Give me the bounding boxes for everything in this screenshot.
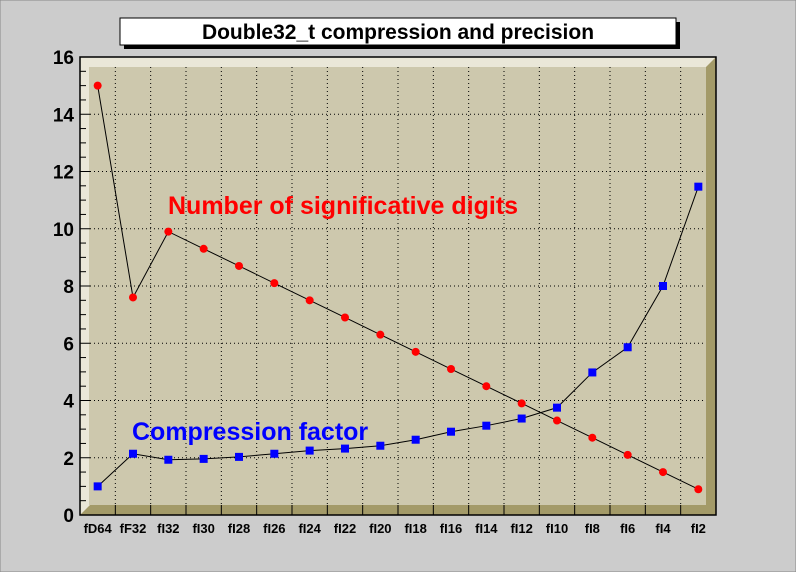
y-tick-label: 4 xyxy=(63,392,74,413)
data-point-digits xyxy=(588,433,597,442)
y-tick-label: 0 xyxy=(63,506,74,527)
data-point-digits xyxy=(623,450,632,459)
chart-title: Double32_t compression and precision xyxy=(202,21,594,44)
data-point-compression xyxy=(553,403,561,412)
data-point-compression xyxy=(588,368,597,377)
data-point-compression xyxy=(235,452,243,461)
data-point-compression xyxy=(341,444,349,453)
series-line-1 xyxy=(97,186,699,487)
data-point-compression xyxy=(517,414,526,423)
x-tick-label: fI24 xyxy=(298,521,321,536)
axes: 0 2 4 6 8 10 12 14 16 fD64 fF32 fI32 fI30 fI28 fI26 fI2… xyxy=(53,48,706,536)
x-tick-label: fI8 xyxy=(585,521,600,536)
data-point-compression xyxy=(694,182,703,191)
data-point-digits xyxy=(129,293,137,302)
data-point-digits xyxy=(411,347,420,356)
series-layer xyxy=(93,81,703,494)
data-point-compression xyxy=(376,441,385,450)
data-point-compression xyxy=(270,449,279,458)
x-tick-label: fI20 xyxy=(369,521,391,536)
y-tick-label: 10 xyxy=(53,220,74,241)
x-tick-label: fD64 xyxy=(84,521,113,536)
data-point-digits xyxy=(199,244,208,253)
data-point-compression xyxy=(411,435,420,444)
data-point-digits xyxy=(164,227,173,236)
data-point-compression xyxy=(199,454,208,463)
x-tick-label: fI26 xyxy=(263,521,285,536)
series-label-compression: Compression factor xyxy=(132,418,368,446)
grid xyxy=(90,67,706,505)
y-tick-label: 14 xyxy=(53,105,75,126)
x-tick-label: fI4 xyxy=(655,521,671,536)
data-point-digits xyxy=(517,399,526,408)
x-tick-label: fI6 xyxy=(620,521,635,536)
x-tick-label: fI28 xyxy=(228,521,250,536)
data-point-digits xyxy=(93,81,102,90)
data-point-digits xyxy=(376,330,385,339)
x-tick-label: fI22 xyxy=(334,521,356,536)
data-point-compression xyxy=(129,449,137,458)
x-tick-label: fF32 xyxy=(120,521,147,536)
data-point-digits xyxy=(694,485,703,494)
y-tick-label: 8 xyxy=(63,277,74,298)
data-point-digits xyxy=(235,261,243,270)
data-point-digits xyxy=(341,313,349,322)
data-point-compression xyxy=(164,455,173,464)
data-point-compression xyxy=(482,421,491,430)
data-point-digits xyxy=(270,279,279,288)
data-point-digits xyxy=(482,382,491,391)
x-tick-label: fI32 xyxy=(157,521,179,536)
x-tick-label: fI16 xyxy=(440,521,462,536)
title-box: Double32_t compression and precision xyxy=(119,17,680,49)
y-tick-label: 6 xyxy=(63,334,74,355)
data-point-compression xyxy=(305,446,314,455)
data-point-compression xyxy=(93,482,102,491)
y-tick-label: 2 xyxy=(63,449,74,470)
x-tick-label: fI18 xyxy=(404,521,426,536)
series-label-digits: Number of significative digits xyxy=(168,192,518,220)
series-line-0 xyxy=(97,85,699,490)
data-point-digits xyxy=(659,468,667,477)
data-point-compression xyxy=(447,427,455,436)
x-tick-label: fI12 xyxy=(510,521,532,536)
data-point-digits xyxy=(447,365,455,374)
x-tick-label: fI10 xyxy=(546,521,568,536)
data-point-digits xyxy=(305,296,314,305)
x-tick-label: fI2 xyxy=(691,521,706,536)
y-tick-label: 12 xyxy=(53,163,74,184)
data-point-compression xyxy=(623,343,632,352)
data-point-digits xyxy=(553,416,561,425)
x-tick-label: fI30 xyxy=(192,521,214,536)
x-tick-label: fI14 xyxy=(475,521,498,536)
data-point-compression xyxy=(659,282,667,290)
y-tick-label: 16 xyxy=(53,48,74,69)
